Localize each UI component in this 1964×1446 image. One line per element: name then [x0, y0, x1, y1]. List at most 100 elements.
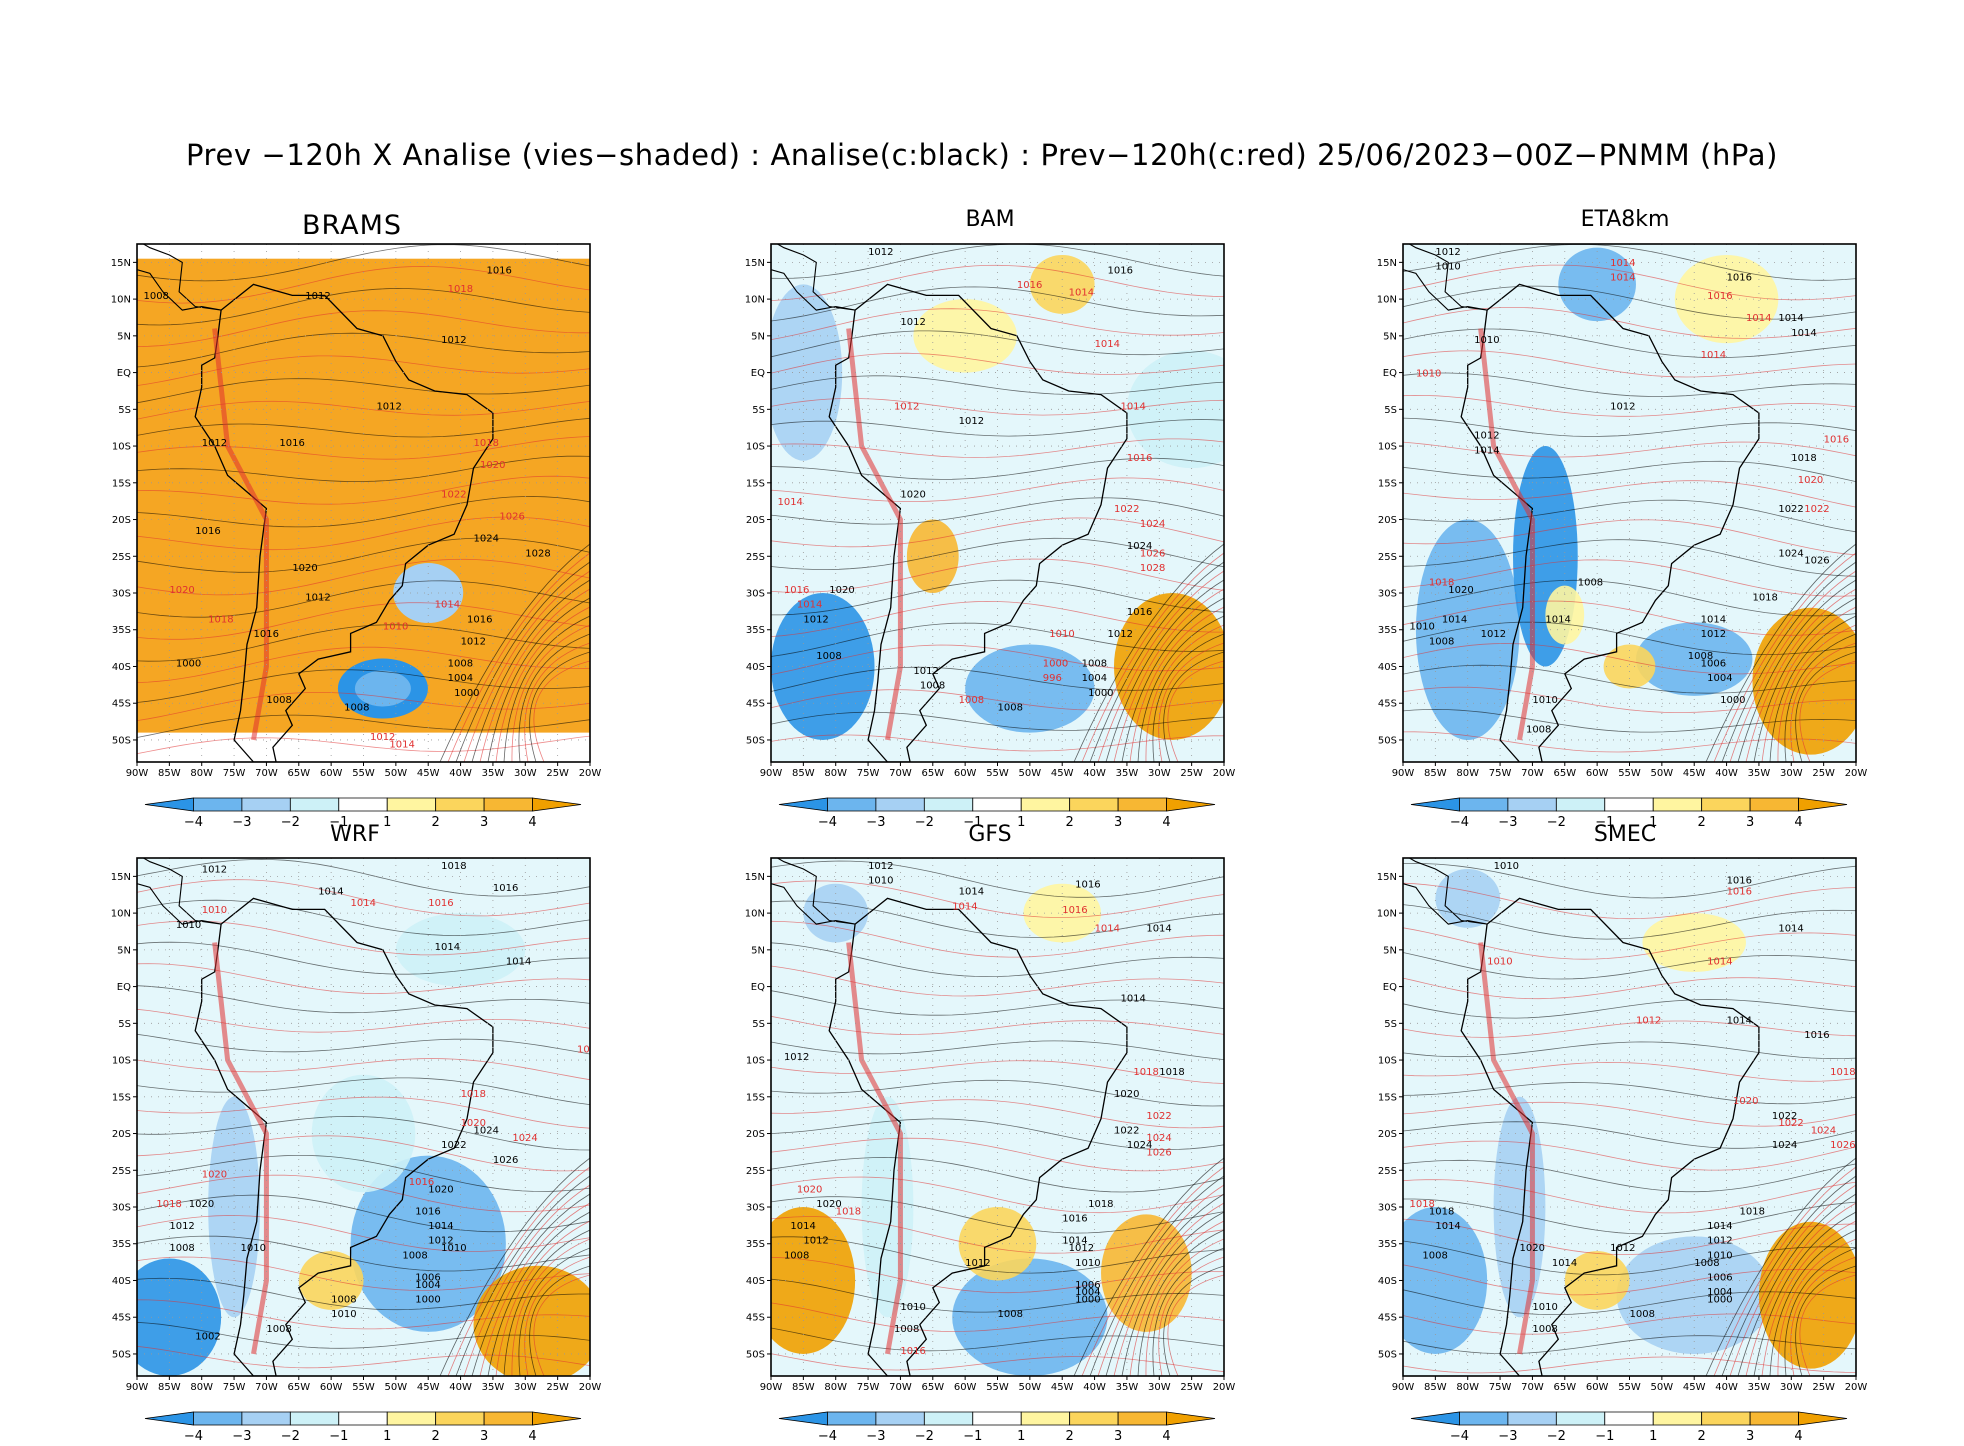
lat-label: 35S	[112, 625, 131, 636]
lon-label: 30W	[514, 768, 537, 779]
lat-label: 30S	[746, 1203, 765, 1214]
colorbar-swatch	[144, 797, 194, 812]
lat-label: 15N	[745, 872, 765, 883]
contour-label: 1010	[1409, 622, 1434, 633]
contour-label: 1014	[1069, 287, 1094, 298]
contour-label: 1018	[441, 861, 466, 872]
bias-shading	[473, 1265, 590, 1376]
colorbar-label: −3	[232, 815, 251, 830]
contour-label: 1014	[1062, 1236, 1087, 1247]
contour-label: 1010	[241, 1243, 266, 1254]
colorbar-swatch	[1507, 1411, 1557, 1426]
panel-title: GFS	[968, 822, 1012, 847]
contour-label: 1014	[1707, 957, 1732, 968]
lat-label: 40S	[746, 1276, 765, 1287]
analysis-isobar	[471, 1193, 590, 1376]
lon-label: 50W	[385, 768, 408, 779]
lat-label: 45S	[112, 699, 131, 710]
bias-shading	[393, 563, 464, 624]
lat-label: 30S	[112, 1203, 131, 1214]
contour-label: 1016	[1062, 1214, 1087, 1225]
contour-label: 1012	[202, 865, 227, 876]
bias-shading	[1635, 622, 1753, 696]
contour-label: 1024	[474, 1126, 499, 1137]
contour-label: 1012	[784, 1052, 809, 1063]
lat-label: 5N	[1383, 945, 1397, 956]
contour-label: 1000	[176, 658, 201, 669]
contour-label: 1020	[829, 585, 854, 596]
analysis-isobar	[518, 633, 590, 762]
colorbar-swatch	[1410, 797, 1460, 812]
forecast-isobar	[1081, 1166, 1224, 1376]
forecast-isobar	[137, 310, 590, 347]
colorbar-label: −2	[1547, 1429, 1566, 1444]
forecast-isobar	[1081, 552, 1224, 762]
analysis-isobar	[1737, 579, 1856, 762]
colorbar-label: 3	[480, 815, 488, 830]
lon-label: 40W	[1083, 1382, 1106, 1393]
lon-label: 80W	[824, 1382, 847, 1393]
lon-label: 45W	[1683, 768, 1706, 779]
colorbar-swatch	[1798, 1411, 1848, 1426]
colorbar-swatch	[1069, 1411, 1119, 1426]
contour-label: 1010	[1487, 957, 1512, 968]
forecast-isobar	[1403, 1140, 1856, 1171]
colorbar-label: −2	[915, 815, 934, 830]
lat-label: 15S	[1378, 1092, 1397, 1103]
lon-label: 60W	[320, 1382, 343, 1393]
analysis-isobar	[1403, 579, 1856, 617]
lat-label: 50S	[112, 1349, 131, 1360]
contour-label: 1012	[913, 666, 938, 677]
contour-label: 1018	[1159, 1067, 1184, 1078]
lat-label: 30S	[1378, 589, 1397, 600]
lat-label: 50S	[112, 735, 131, 746]
contour-label: 1010	[1049, 629, 1074, 640]
contour-label: 1014	[318, 887, 343, 898]
forecast-isobar	[1167, 1274, 1224, 1376]
lat-label: 5S	[1384, 1019, 1397, 1030]
contour-label: 1018	[208, 614, 233, 625]
analysis-isobar	[1163, 1265, 1224, 1376]
bias-shading	[1616, 1236, 1772, 1354]
contour-label: 1024	[1811, 1126, 1836, 1137]
bias-shading	[1023, 883, 1102, 943]
forecast-isobar	[1145, 1238, 1224, 1376]
forecast-isobar	[1129, 606, 1224, 762]
forecast-isobar	[771, 558, 1224, 593]
contour-label: 1020	[1448, 585, 1473, 596]
lon-label: 60W	[954, 1382, 977, 1393]
analysis-isobar	[771, 860, 1224, 898]
contour-label: 1020	[461, 1118, 486, 1129]
forecast-isobar	[771, 1099, 1224, 1129]
contour-label: 1024	[1127, 541, 1152, 552]
lat-label: 5N	[1383, 331, 1397, 342]
analysis-isobar	[1403, 499, 1856, 533]
contour-label: 1012	[1474, 431, 1499, 442]
bias-shading	[1603, 644, 1656, 689]
contour-label: 1020	[169, 585, 194, 596]
analysis-isobar	[1769, 1229, 1856, 1376]
colorbar: −4 −3 −2 −1 1 2 3 4	[144, 1411, 582, 1444]
forecast-isobar	[771, 1176, 1224, 1214]
colorbar-swatch	[778, 1411, 828, 1426]
colorbar-swatch	[1459, 1411, 1509, 1426]
forecast-isobar	[1403, 1101, 1856, 1127]
lon-label: 25W	[1180, 1382, 1203, 1393]
contour-label: 1024	[512, 1133, 537, 1144]
contour-label: 1012	[441, 335, 466, 346]
forecast-isobar	[1745, 588, 1856, 762]
contour-label: 1028	[1140, 563, 1165, 574]
contour-label: 1022	[1778, 1118, 1803, 1129]
lon-label: 75W	[223, 1382, 246, 1393]
lat-label: 25S	[112, 1166, 131, 1177]
colorbar-label: 4	[1794, 1429, 1802, 1444]
forecast-isobar	[1799, 660, 1856, 762]
contour-label: 1010	[176, 920, 201, 931]
colorbar-label: −1	[329, 1429, 348, 1444]
forecast-isobar	[1729, 1184, 1856, 1376]
colorbar-label: 3	[480, 1429, 488, 1444]
colorbar-label: 3	[1746, 815, 1754, 830]
contour-label: 1018	[461, 1089, 486, 1100]
forecast-isobar	[1799, 1274, 1856, 1376]
